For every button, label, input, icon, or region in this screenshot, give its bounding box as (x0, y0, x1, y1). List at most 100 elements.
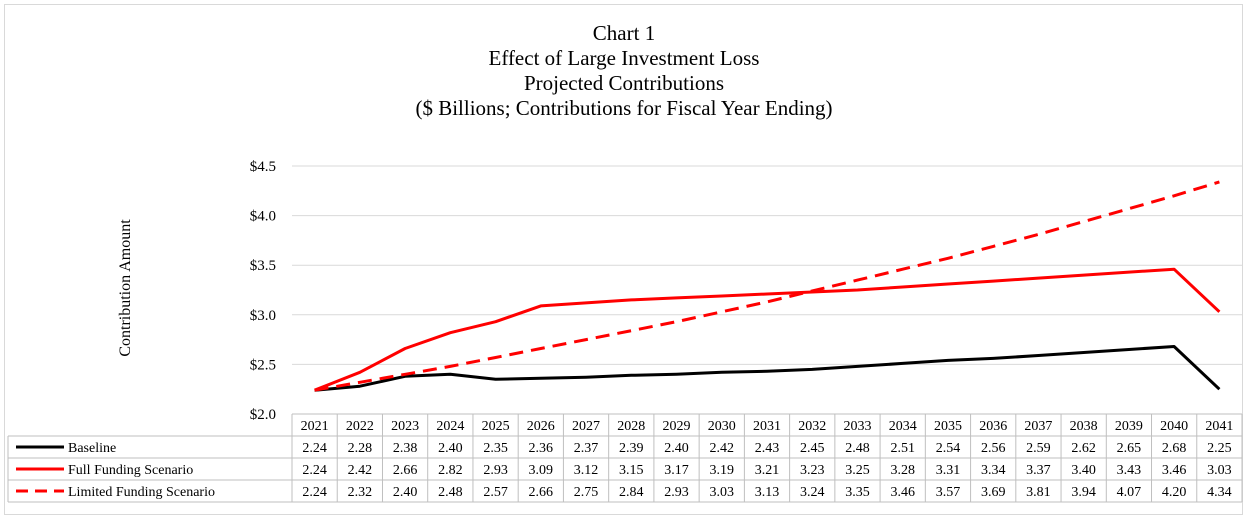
data-label: 2.57 (483, 485, 508, 500)
data-label: 4.07 (1117, 485, 1142, 500)
data-label: 2.65 (1117, 441, 1142, 456)
x-tick-label: 2034 (889, 419, 917, 434)
x-tick-label: 2023 (391, 419, 419, 434)
chart-title-line-3: Projected Contributions (523, 71, 725, 95)
data-label: 3.25 (845, 463, 870, 478)
data-label: 2.40 (438, 441, 463, 456)
data-label: 2.82 (438, 463, 463, 478)
x-tick-label: 2027 (572, 419, 600, 434)
data-label: 3.69 (981, 485, 1006, 500)
legend-label: Limited Funding Scenario (68, 485, 215, 500)
data-label: 3.23 (800, 463, 825, 478)
data-label: 2.37 (574, 441, 599, 456)
x-tick-label: 2037 (1024, 419, 1052, 434)
data-label: 3.13 (755, 485, 780, 500)
data-label: 3.94 (1071, 485, 1096, 500)
series-line (314, 180, 1220, 392)
chart-title-line-2: Effect of Large Investment Loss (488, 46, 760, 70)
data-label: 3.46 (1162, 463, 1187, 478)
x-tick-label: 2022 (346, 419, 374, 434)
x-tick-label: 2041 (1205, 419, 1233, 434)
data-label: 3.37 (1026, 463, 1051, 478)
data-label: 3.21 (755, 463, 780, 478)
data-label: 2.42 (710, 441, 735, 456)
data-label: 2.93 (664, 485, 689, 500)
data-label: 2.54 (936, 441, 961, 456)
data-label: 2.35 (483, 441, 508, 456)
y-axis-label: Contribution Amount (117, 219, 134, 357)
x-tick-label: 2036 (979, 419, 1007, 434)
data-label: 3.17 (664, 463, 689, 478)
data-label: 3.35 (845, 485, 870, 500)
x-tick-label: 2035 (934, 419, 962, 434)
data-label: 2.36 (529, 441, 554, 456)
y-tick-label: $3.5 (250, 258, 276, 274)
x-tick-label: 2030 (708, 419, 736, 434)
data-label: 3.46 (890, 485, 915, 500)
data-label: 2.56 (981, 441, 1006, 456)
data-label: 3.34 (981, 463, 1006, 478)
data-label: 2.48 (845, 441, 870, 456)
data-label: 2.28 (348, 441, 373, 456)
data-label: 2.51 (890, 441, 915, 456)
legend-label: Baseline (68, 441, 116, 456)
x-tick-label: 2029 (663, 419, 691, 434)
data-label: 2.32 (348, 485, 373, 500)
data-label: 2.43 (755, 441, 780, 456)
data-label: 2.66 (393, 463, 418, 478)
data-label: 2.40 (393, 485, 418, 500)
x-tick-label: 2038 (1070, 419, 1098, 434)
data-label: 2.39 (619, 441, 644, 456)
data-label: 2.66 (529, 485, 554, 500)
data-label: 3.15 (619, 463, 644, 478)
x-tick-label: 2040 (1160, 419, 1188, 434)
data-label: 2.93 (483, 463, 508, 478)
x-tick-label: 2024 (436, 419, 464, 434)
chart-frame (4, 4, 1243, 515)
data-label: 3.03 (710, 485, 735, 500)
y-tick-label: $2.5 (250, 357, 276, 373)
x-tick-label: 2025 (482, 419, 510, 434)
y-tick-label: $3.0 (250, 308, 276, 324)
data-label: 3.81 (1026, 485, 1051, 500)
data-label: 3.57 (936, 485, 961, 500)
data-table: 2021 2022 2023 2024 2025 2026 2027 2028 2029 2030… (7, 413, 1243, 503)
data-label: 3.09 (529, 463, 554, 478)
y-tick-label: $4.5 (250, 159, 276, 175)
x-tick-label: 2021 (301, 419, 329, 434)
x-tick-label: 2032 (798, 419, 826, 434)
data-label: 2.38 (393, 441, 418, 456)
data-label: 3.28 (890, 463, 915, 478)
series-line (314, 267, 1221, 392)
data-label: 2.45 (800, 441, 825, 456)
data-label: 3.43 (1117, 463, 1142, 478)
data-label: 3.31 (936, 463, 961, 478)
data-label: 2.84 (619, 485, 644, 500)
y-tick-label: $4.0 (250, 209, 276, 225)
data-label: 2.75 (574, 485, 599, 500)
data-label: 2.24 (302, 441, 327, 456)
data-label: 2.42 (348, 463, 373, 478)
x-tick-label: 2033 (843, 419, 871, 434)
data-label: 2.40 (664, 441, 689, 456)
data-label: 3.24 (800, 485, 825, 500)
data-label: 2.62 (1071, 441, 1096, 456)
data-label: 2.68 (1162, 441, 1187, 456)
data-label: 2.25 (1207, 441, 1232, 456)
series-lines (314, 180, 1221, 392)
x-tick-label: 2031 (753, 419, 781, 434)
legend-label: Full Funding Scenario (68, 463, 193, 478)
x-tick-label: 2028 (617, 419, 645, 434)
data-label: 3.19 (710, 463, 735, 478)
data-label: 2.24 (302, 485, 327, 500)
x-tick-label: 2039 (1115, 419, 1143, 434)
x-tick-label: 2026 (527, 419, 555, 434)
chart-title-line-4: ($ Billions; Contributions for Fiscal Ye… (415, 96, 833, 120)
series-line (314, 345, 1221, 392)
data-label: 3.12 (574, 463, 599, 478)
data-label: 4.20 (1162, 485, 1187, 500)
data-label: 2.24 (302, 463, 327, 478)
gridlines (292, 165, 1242, 415)
chart-title-line-1: Chart 1 (592, 21, 656, 45)
